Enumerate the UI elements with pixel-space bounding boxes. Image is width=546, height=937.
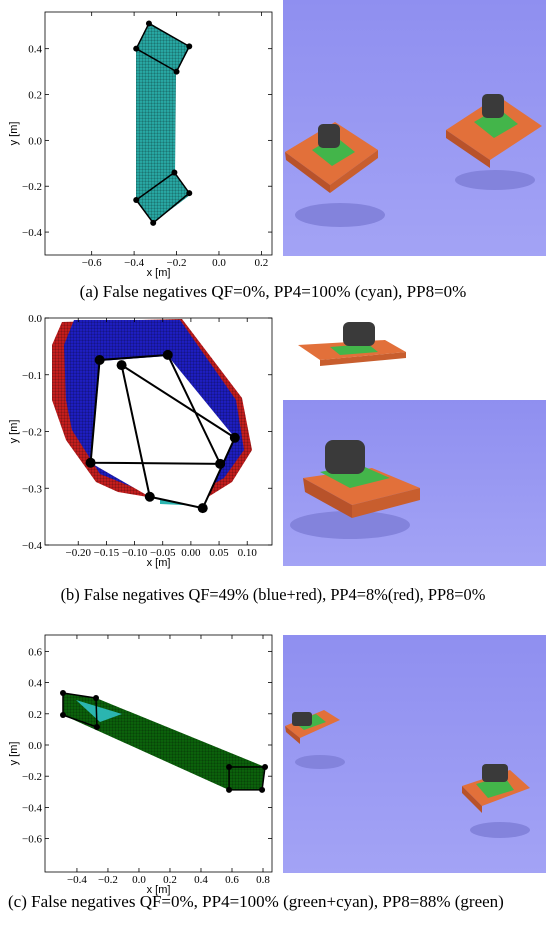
x-tick-label: −0.05 — [150, 547, 176, 559]
x-tick-label: −0.10 — [122, 547, 148, 559]
polygon-vertex — [59, 712, 66, 719]
x-axis-label: x [m] — [147, 267, 171, 279]
polygon-vertex — [93, 724, 100, 731]
y-tick-label: 0.4 — [28, 678, 42, 690]
x-axis-label: x [m] — [147, 884, 171, 896]
y-tick-label: 0.4 — [28, 44, 42, 56]
x-tick-label: 0.6 — [225, 874, 239, 886]
polygon-vertex — [173, 68, 180, 75]
x-tick-label: 0.8 — [256, 874, 270, 886]
y-tick-label: −0.2 — [22, 771, 42, 783]
x-tick-label: 0.0 — [132, 874, 146, 886]
region-c — [63, 693, 265, 790]
polygon-vertex — [94, 354, 105, 365]
caption: (a) False negatives QF=0%, PP4=100% (cya… — [79, 282, 467, 301]
x-tick-label: −0.4 — [67, 874, 87, 886]
y-tick-label: 0.2 — [28, 709, 42, 721]
x-axis-label: x [m] — [147, 557, 171, 569]
y-tick-label: −0.2 — [22, 181, 42, 193]
y-axis-label: y [m] — [8, 742, 20, 766]
y-axis-label: y [m] — [8, 420, 20, 444]
x-tick-label: 0.2 — [163, 874, 177, 886]
y-axis-label: y [m] — [8, 122, 20, 146]
x-tick-label: 0.00 — [181, 547, 201, 559]
polygon-vertex — [93, 695, 100, 702]
y-tick-label: −0.4 — [22, 227, 42, 239]
x-tick-label: −0.6 — [82, 257, 102, 269]
polygon-vertex — [133, 45, 140, 52]
render-a — [283, 0, 546, 256]
polygon-vertex — [197, 503, 208, 514]
plot-frame — [44, 11, 273, 256]
y-tick-label: −0.4 — [22, 540, 42, 552]
plot-frame — [44, 317, 273, 546]
polygon-vertex — [262, 763, 269, 770]
polygon-vertex — [85, 457, 96, 468]
render-b — [283, 303, 546, 566]
y-tick-label: −0.2 — [22, 427, 42, 439]
y-tick-label: 0.6 — [28, 646, 42, 658]
y-tick-label: 0.2 — [28, 90, 42, 102]
polygon-vertex — [162, 349, 173, 360]
plot-frame — [44, 634, 273, 873]
polygon-vertex — [226, 786, 233, 793]
x-tick-label: −0.2 — [167, 257, 187, 269]
x-tick-label: −0.15 — [94, 547, 120, 559]
x-tick-label: 0.05 — [209, 547, 229, 559]
polygon-vertex — [171, 169, 178, 176]
x-tick-label: −0.20 — [65, 547, 91, 559]
polygon-vertex — [229, 432, 240, 443]
x-tick-label: 0.2 — [255, 257, 269, 269]
polygon-vertex — [133, 196, 140, 203]
y-tick-label: −0.3 — [22, 483, 42, 495]
polygon-vertex — [116, 360, 127, 371]
polygon-vertex — [144, 491, 155, 502]
x-tick-label: 0.4 — [194, 874, 208, 886]
polygon-vertex — [226, 763, 233, 770]
x-tick-label: −0.2 — [98, 874, 118, 886]
polygon-vertex — [186, 43, 193, 50]
caption: (c) False negatives QF=0%, PP4=100% (gre… — [8, 892, 504, 911]
y-tick-label: 0.0 — [28, 135, 42, 147]
polygon-vertex — [59, 690, 66, 697]
region-a — [136, 23, 190, 223]
polygon-vertex — [145, 20, 152, 27]
region-b — [52, 319, 252, 508]
y-tick-label: 0.0 — [28, 740, 42, 752]
polygon-vertex — [186, 190, 193, 197]
x-tick-label: 0.0 — [212, 257, 226, 269]
polygon-vertex — [259, 786, 266, 793]
polygon-vertex — [150, 219, 157, 226]
x-tick-label: 0.10 — [238, 547, 258, 559]
caption: (b) False negatives QF=49% (blue+red), P… — [60, 585, 486, 604]
y-tick-label: −0.1 — [22, 370, 42, 382]
y-tick-label: −0.4 — [22, 802, 42, 814]
x-tick-label: −0.4 — [124, 257, 144, 269]
y-tick-label: 0.0 — [28, 313, 42, 325]
y-tick-label: −0.6 — [22, 834, 42, 846]
render-c — [283, 635, 546, 873]
